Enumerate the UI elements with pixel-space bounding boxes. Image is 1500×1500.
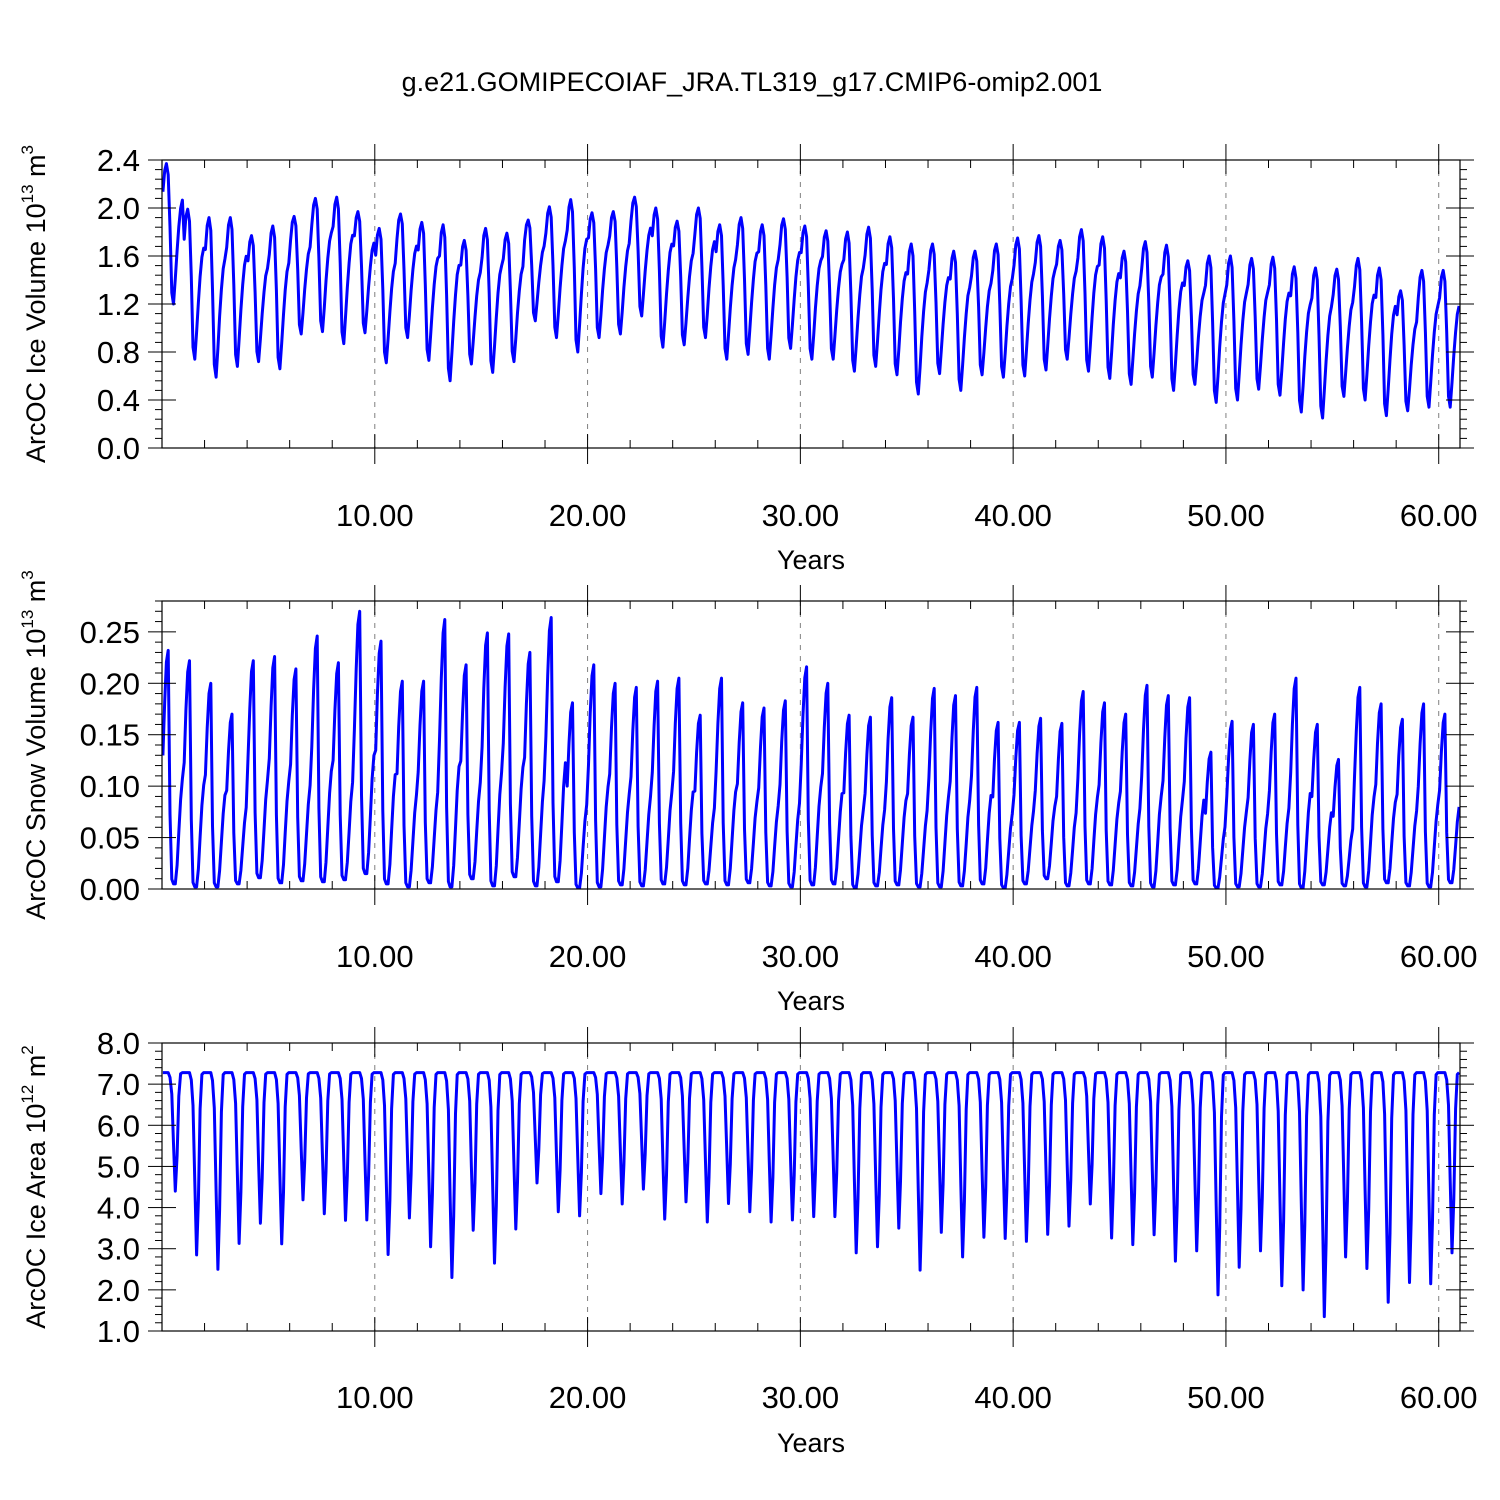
x-axis-title: Years	[777, 545, 845, 575]
series-line-1	[161, 162, 1461, 420]
y-tick-label: 0.10	[80, 769, 140, 804]
y-tick-label: 0.8	[97, 335, 140, 370]
y-axis-title-main: ArcOC Ice Area 10	[21, 1104, 51, 1329]
y-tick-label: 5.0	[97, 1149, 140, 1184]
y-tick-label: 7.0	[97, 1067, 140, 1102]
chart-panel-3: 10.00 20.00 30.00 40.00 50.00 60.00 1.0 2.0 3.0 4…	[18, 1026, 1478, 1458]
x-tick-label: 10.00	[336, 939, 414, 974]
x-axis-title: Years	[777, 986, 845, 1016]
x-tick-label: 20.00	[549, 498, 627, 533]
y-axis-title-unit-exp: 3	[18, 570, 37, 579]
y-tick-label: 2.4	[97, 143, 140, 178]
y-axis-title-unit: m	[21, 580, 51, 610]
y-axis-title-unit: m	[21, 154, 51, 184]
x-tick-label: 60.00	[1400, 939, 1478, 974]
y-tick-label: 2.0	[97, 1273, 140, 1308]
x-tick-label: 40.00	[974, 1380, 1052, 1415]
y-tick-label: 8.0	[97, 1026, 140, 1061]
y-tick-label: 0.4	[97, 383, 140, 418]
y-tick-label: 1.0	[97, 1314, 140, 1349]
y-axis-title-unit: m	[21, 1055, 51, 1085]
y-axis-title-exp: 13	[18, 610, 37, 629]
y-axis-title: ArcOC Ice Area 1012 m2	[18, 1045, 51, 1329]
y-tick-label: 0.05	[80, 821, 140, 856]
series-line-1	[161, 609, 1461, 890]
y-axis-title: ArcOC Ice Volume 1013 m3	[18, 145, 51, 463]
y-tick-label: 0.25	[80, 615, 140, 650]
y-axis-title-unit-exp: 2	[18, 1045, 37, 1054]
x-tick-label: 50.00	[1187, 939, 1265, 974]
y-tick-label: 0.20	[80, 666, 140, 701]
y-tick-label: 4.0	[97, 1191, 140, 1226]
figure-title: g.e21.GOMIPECOIAF_JRA.TL319_g17.CMIP6-om…	[402, 67, 1103, 97]
x-tick-label: 40.00	[974, 939, 1052, 974]
y-tick-label: 0.00	[80, 872, 140, 907]
x-tick-label: 30.00	[762, 1380, 840, 1415]
y-tick-label: 1.2	[97, 287, 140, 322]
y-axis-title: ArcOC Snow Volume 1013 m3	[18, 570, 51, 920]
series-line-1	[162, 1071, 1461, 1319]
x-tick-label: 50.00	[1187, 1380, 1265, 1415]
y-axis-title-unit-exp: 3	[18, 145, 37, 154]
y-tick-label: 1.6	[97, 239, 140, 274]
x-tick-label: 60.00	[1400, 498, 1478, 533]
x-tick-label: 40.00	[974, 498, 1052, 533]
y-axis-title-exp: 12	[18, 1085, 37, 1104]
x-tick-label: 20.00	[549, 1380, 627, 1415]
panels: 10.00 20.00 30.00 40.00 50.00 60.000.00.40.81…	[18, 143, 1478, 1458]
y-tick-label: 3.0	[97, 1232, 140, 1267]
y-tick-label: 0.0	[97, 431, 140, 466]
y-tick-label: 0.15	[80, 718, 140, 753]
x-tick-label: 10.00	[336, 1380, 414, 1415]
y-axis-title-exp: 13	[18, 184, 37, 203]
y-tick-label: 6.0	[97, 1108, 140, 1143]
chart-panel-1: 10.00 20.00 30.00 40.00 50.00 60.00 0.0 0.4 0.8 1…	[18, 143, 1478, 575]
plot-frame	[161, 1042, 1461, 1332]
x-tick-label: 20.00	[549, 939, 627, 974]
x-axis-title: Years	[777, 1428, 845, 1458]
x-tick-label: 30.00	[762, 498, 840, 533]
x-tick-label: 10.00	[336, 498, 414, 533]
y-axis-title-main: ArcOC Ice Volume 10	[21, 203, 51, 463]
y-tick-label: 2.0	[97, 191, 140, 226]
x-tick-label: 50.00	[1187, 498, 1265, 533]
x-tick-label: 60.00	[1400, 1380, 1478, 1415]
x-tick-label: 30.00	[762, 939, 840, 974]
y-axis-title-main: ArcOC Snow Volume 10	[21, 629, 51, 920]
chart-panel-2: 10.00 20.00 30.00 40.00 50.00 60.00 0.00 0.05 0.…	[18, 570, 1478, 1016]
